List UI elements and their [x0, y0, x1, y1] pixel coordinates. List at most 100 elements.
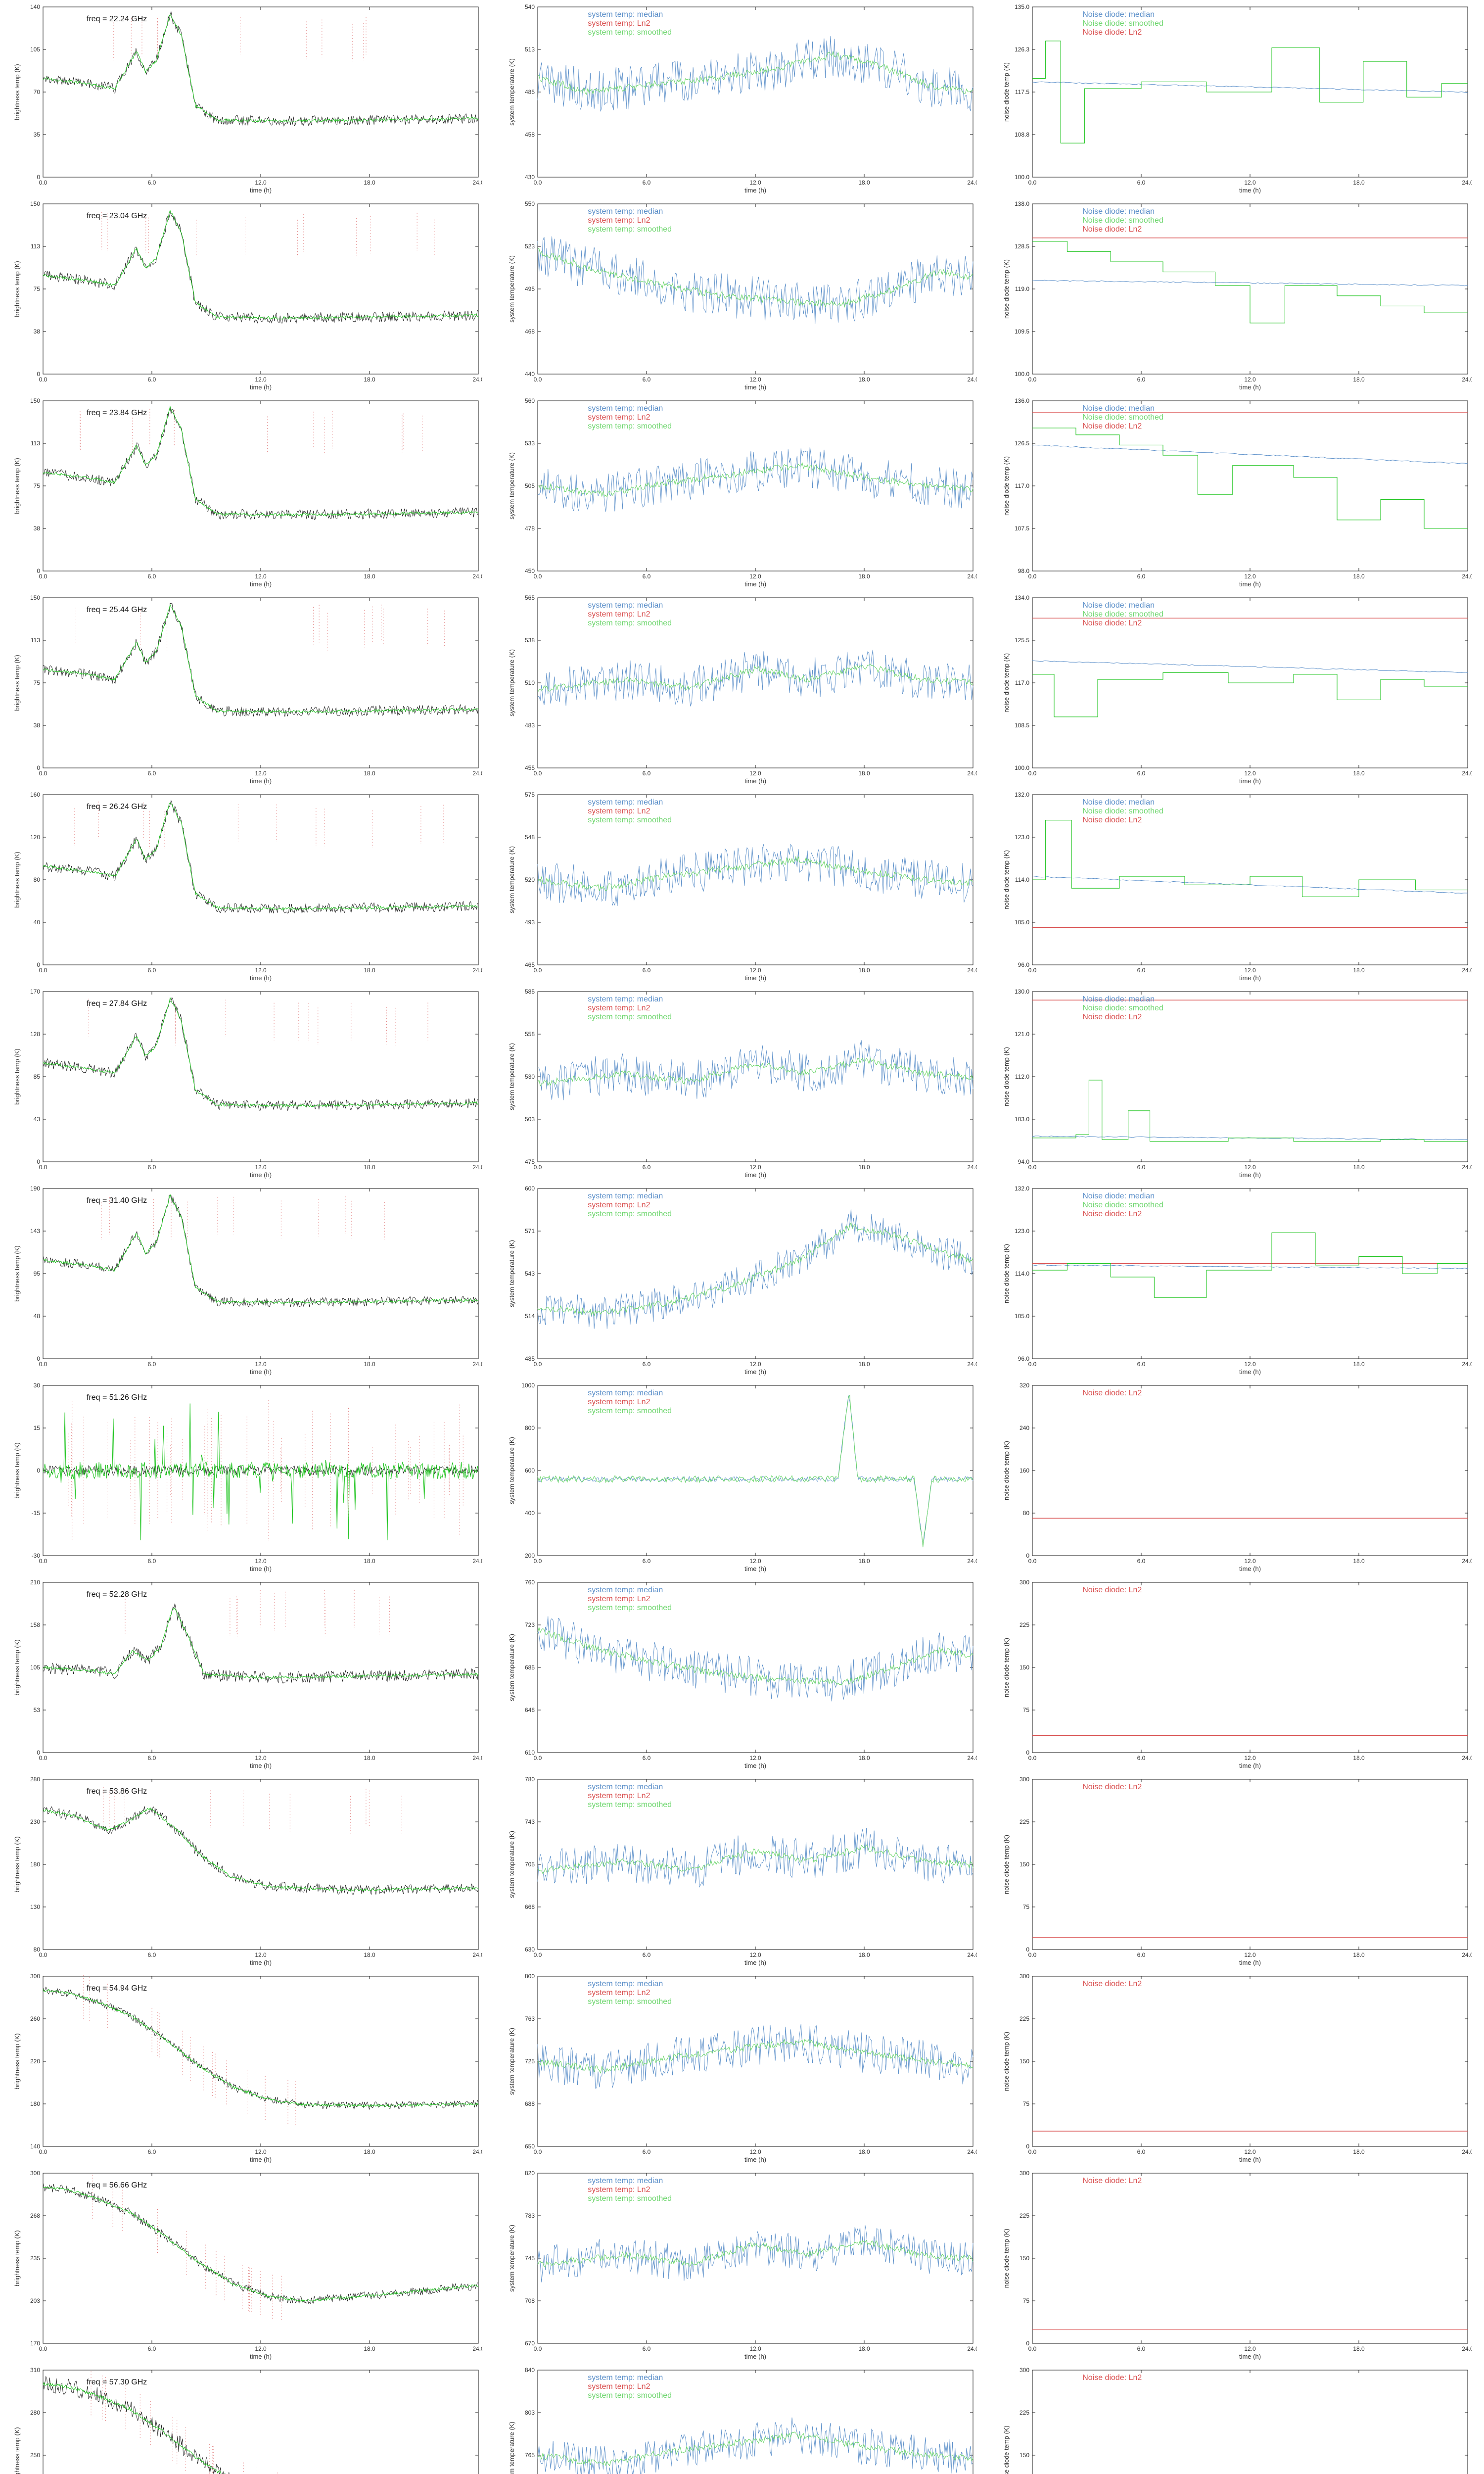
- legend-item: Noise diode: Ln2: [1082, 2374, 1142, 2382]
- plot-title: freq = 51.26 GHz: [87, 1393, 147, 1402]
- y-tick-label: 820: [525, 2170, 535, 2177]
- y-tick-label: 300: [1020, 1973, 1029, 1980]
- x-tick-label: 18.0: [364, 2345, 375, 2352]
- y-tick-label: 585: [525, 988, 535, 995]
- plot-row-12: 0.0 6.0 12.0 18.0 24.0 170 203 235 268 300 time (h…: [12, 2169, 1484, 2366]
- legend-item: system temp: median: [588, 1389, 663, 1397]
- series-smoothed: [43, 802, 479, 911]
- y-tick-label: 505: [525, 482, 535, 489]
- y-tick-label: 121.0: [1015, 1031, 1029, 1038]
- legend-item: Noise diode: Ln2: [1082, 816, 1142, 824]
- x-tick-label: 0.0: [39, 1558, 47, 1565]
- y-tick-label: 180: [30, 1861, 40, 1868]
- left-plot-row-5: 0.0 6.0 12.0 18.0 24.0 0 40 80 120 160 time (h) bri…: [13, 791, 482, 982]
- y-tick-label: 840: [525, 2367, 535, 2374]
- x-tick-label: 12.0: [749, 573, 761, 580]
- legend-item: Noise diode: smoothed: [1082, 216, 1163, 225]
- y-axis-label: system temperature (K): [508, 58, 515, 126]
- legend-item: system temp: smoothed: [588, 28, 672, 37]
- plot-frame: [43, 1976, 479, 2147]
- y-tick-label: 160: [1020, 1467, 1029, 1474]
- x-tick-label: 12.0: [749, 1558, 761, 1565]
- y-tick-label: 96.0: [1018, 961, 1030, 968]
- plot-row-10: 0.0 6.0 12.0 18.0 24.0 80 130 180 230 280 time (h)…: [12, 1775, 1484, 1972]
- plot-frame: [537, 1582, 974, 1753]
- mid-plot-row-8: 0.0 6.0 12.0 18.0 24.0 200 400 600 800 1000 time (…: [508, 1382, 977, 1572]
- series-systemp-smoothed: [537, 2239, 974, 2268]
- series-systemp-median: [537, 236, 974, 324]
- x-tick-label: 0.0: [39, 2345, 47, 2352]
- plot-row-7: 0.0 6.0 12.0 18.0 24.0 0 48 95 143 190 time (h) bri…: [12, 1185, 1484, 1381]
- x-tick-label: 6.0: [643, 770, 651, 777]
- x-tick-label: 18.0: [858, 1164, 870, 1171]
- y-tick-label: 688: [525, 2100, 535, 2107]
- x-tick-label: 6.0: [148, 967, 156, 974]
- series-smoothed: [43, 604, 479, 714]
- legend-item: system temp: Ln2: [588, 807, 650, 815]
- y-tick-label: 105.0: [1015, 1313, 1029, 1320]
- x-tick-label: 6.0: [148, 2345, 156, 2352]
- y-tick-label: 763: [525, 2015, 535, 2022]
- right-cell-row-8: 0.0 6.0 12.0 18.0 24.0 0 80 160 240 320 time (h) no…: [1002, 1381, 1472, 1578]
- plot-frame: [537, 597, 974, 768]
- y-tick-label: 240: [1020, 1425, 1029, 1431]
- x-tick-label: 18.0: [1353, 179, 1365, 186]
- x-tick-label: 6.0: [643, 1164, 651, 1171]
- x-tick-label: 0.0: [1028, 376, 1037, 383]
- y-tick-label: 250: [30, 2452, 40, 2459]
- legend-item: Noise diode: Ln2: [1082, 2177, 1142, 2185]
- y-axis-label: system temperature (K): [508, 1043, 515, 1110]
- y-tick-label: 800: [525, 1425, 535, 1431]
- y-axis-label: brightness temp (K): [13, 1639, 21, 1695]
- y-axis-label: system temperature (K): [508, 2225, 515, 2292]
- mid-plot-row-1: 0.0 6.0 12.0 18.0 24.0 430 458 485 513 540 time (h…: [508, 3, 977, 194]
- y-tick-label: 128.5: [1015, 243, 1029, 250]
- plot-row-9: 0.0 6.0 12.0 18.0 24.0 0 53 105 158 210 time (h) br…: [12, 1578, 1484, 1775]
- y-tick-label: 610: [525, 1749, 535, 1756]
- right-cell-row-9: 0.0 6.0 12.0 18.0 24.0 0 75 150 225 300 time (h) no…: [1002, 1578, 1472, 1775]
- x-tick-label: 12.0: [749, 1951, 761, 1958]
- y-tick-label: -30: [32, 1552, 41, 1559]
- x-tick-label: 24.0: [967, 1361, 977, 1368]
- y-tick-label: 565: [525, 594, 535, 601]
- y-tick-label: 210: [30, 1579, 40, 1586]
- series-raw: [43, 1986, 479, 2110]
- x-tick-label: 0.0: [534, 376, 542, 383]
- series-systemp-smoothed: [537, 1627, 974, 1685]
- y-tick-label: 105: [30, 46, 40, 53]
- right-cell-row-4: 0.0 6.0 12.0 18.0 24.0 100.0 108.5 117.0 125.5 13…: [1002, 594, 1472, 791]
- y-tick-label: 225: [1020, 2015, 1029, 2022]
- x-tick-label: 6.0: [643, 967, 651, 974]
- y-tick-label: 150: [30, 397, 40, 404]
- mid-cell-row-4: 0.0 6.0 12.0 18.0 24.0 455 483 510 538 565 time (h…: [507, 594, 977, 791]
- x-tick-label: 0.0: [1028, 770, 1037, 777]
- series-noise-diode-median: [1032, 81, 1468, 93]
- x-axis-label: time (h): [1239, 2156, 1261, 2163]
- legend-item: system temp: Ln2: [588, 1004, 650, 1012]
- y-tick-label: 80: [34, 1946, 41, 1953]
- mid-cell-row-10: 0.0 6.0 12.0 18.0 24.0 630 668 705 743 780 time (h…: [507, 1775, 977, 1972]
- y-tick-label: 533: [525, 440, 535, 447]
- x-tick-label: 12.0: [1244, 1755, 1256, 1761]
- y-tick-label: 450: [525, 568, 535, 574]
- y-tick-label: 113: [31, 243, 40, 250]
- x-tick-label: 12.0: [749, 1164, 761, 1171]
- x-tick-label: 0.0: [534, 770, 542, 777]
- plot-frame: [537, 1188, 974, 1359]
- y-tick-label: 150: [30, 594, 40, 601]
- plot-row-8: 0.0 6.0 12.0 18.0 24.0 -30 -15 0 15 30 time (h) bri…: [12, 1381, 1484, 1578]
- legend-item: Noise diode: smoothed: [1082, 19, 1163, 28]
- series-smoothed: [43, 14, 479, 123]
- y-tick-label: 745: [525, 2255, 535, 2262]
- x-tick-label: 24.0: [967, 2345, 977, 2352]
- left-cell-row-6: 0.0 6.0 12.0 18.0 24.0 0 43 85 128 170 time (h) bri…: [12, 988, 482, 1185]
- legend-item: system temp: median: [588, 995, 663, 1003]
- x-axis-label: time (h): [744, 383, 766, 391]
- legend-item: system temp: Ln2: [588, 610, 650, 618]
- series-systemp-median: [537, 2417, 974, 2474]
- y-tick-label: -15: [32, 1510, 41, 1517]
- legend-item: system temp: median: [588, 1192, 663, 1200]
- x-tick-label: 18.0: [858, 1755, 870, 1761]
- x-tick-label: 6.0: [1137, 376, 1146, 383]
- plot-frame: [1032, 1976, 1468, 2147]
